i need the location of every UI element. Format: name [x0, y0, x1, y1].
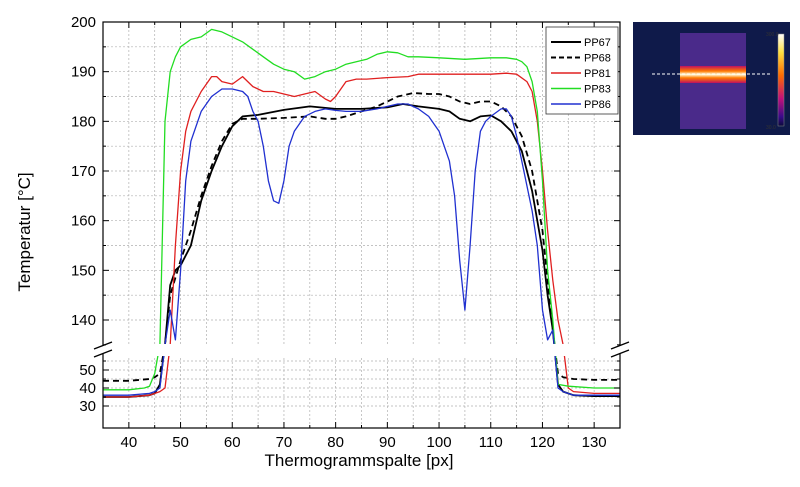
- left-break-mark-top: [93, 341, 113, 350]
- thermogram-inset: 300.0 30.0: [633, 22, 790, 135]
- x-tick-label: 90: [379, 434, 396, 451]
- x-tick-label: 110: [479, 434, 503, 451]
- left-break-mark-bottom: [93, 349, 113, 358]
- colorbar-min-label: 30.0: [766, 125, 776, 131]
- legend-label-pp68: PP68: [584, 53, 611, 65]
- y-tick-label: 50: [79, 362, 96, 379]
- axis-break-gap: [89, 344, 634, 356]
- y-tick-label: 150: [71, 262, 96, 279]
- grid: [102, 21, 621, 428]
- series-layer: [103, 28, 620, 398]
- y-tick-label: 170: [71, 163, 96, 180]
- right-break-mark-top: [610, 341, 630, 350]
- series-line-pp86: [103, 88, 620, 396]
- axis-ticks: 40 50 60 70 80 90 100 110 120 1301401501601701801…: [71, 14, 621, 451]
- x-tick-label: 120: [530, 434, 555, 451]
- y-tick-label: 30: [79, 398, 96, 415]
- right-axis-gap: [617, 346, 623, 354]
- right-break-mark-bottom: [610, 349, 630, 358]
- y-axis-title: Temperatur [°C]: [15, 172, 34, 291]
- series-line-pp81: [103, 72, 620, 398]
- x-tick-label: 130: [582, 434, 607, 451]
- colorbar-max-label: 300.0: [766, 32, 779, 38]
- series-line-pp68: [103, 92, 620, 382]
- y-tick-label: 200: [71, 14, 96, 31]
- thermogram-colorbar: [777, 33, 785, 127]
- x-tick-label: 80: [327, 434, 344, 451]
- legend-label-pp86: PP86: [584, 99, 611, 111]
- y-tick-label: 180: [71, 113, 96, 130]
- x-tick-label: 50: [172, 434, 189, 451]
- x-tick-label: 70: [276, 434, 293, 451]
- y-tick-label: 190: [71, 64, 96, 81]
- y-tick-label: 160: [71, 213, 96, 230]
- x-tick-label: 60: [224, 434, 241, 451]
- legend-label-pp67: PP67: [584, 37, 611, 49]
- y-tick-label: 140: [71, 312, 96, 329]
- legend-label-pp81: PP81: [584, 68, 611, 80]
- left-axis-gap: [100, 346, 106, 354]
- x-axis-title: Thermogrammspalte [px]: [265, 451, 454, 470]
- x-tick-label: 100: [427, 434, 452, 451]
- y-tick-label: 40: [79, 380, 96, 397]
- series-line-pp83: [103, 28, 620, 391]
- legend: PP67 PP68 PP81 PP83 PP86: [545, 26, 619, 115]
- x-tick-label: 40: [121, 434, 138, 451]
- legend-label-pp83: PP83: [584, 84, 611, 96]
